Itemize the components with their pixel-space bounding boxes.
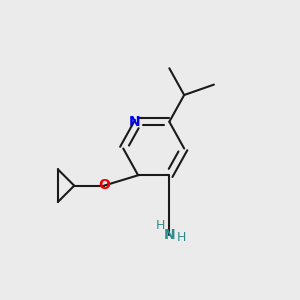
Text: H: H	[156, 219, 165, 232]
Text: N: N	[128, 115, 140, 129]
Text: N: N	[164, 228, 175, 242]
Text: O: O	[98, 178, 110, 192]
Text: H: H	[177, 231, 187, 244]
